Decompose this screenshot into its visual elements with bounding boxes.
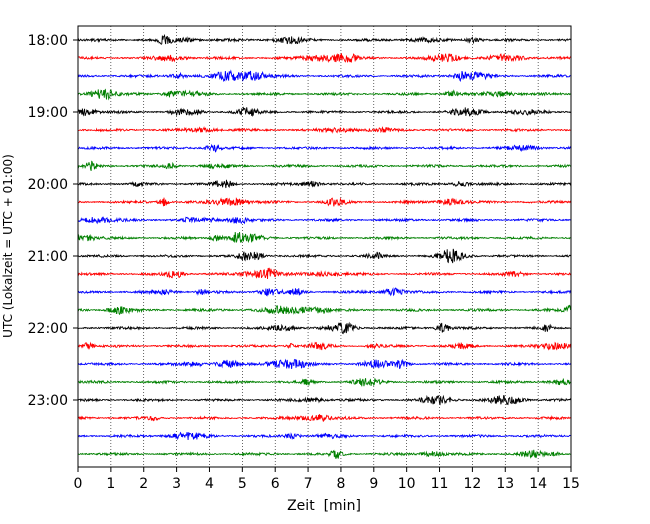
x-tick-label: 0: [74, 476, 83, 492]
trace-2330: [77, 431, 572, 441]
x-tick-label: 15: [562, 476, 580, 492]
trace-1845: [77, 88, 572, 101]
trace-1815: [77, 52, 572, 63]
x-axis-title: Zeit [min]: [287, 498, 361, 514]
x-axis-ticks: 0 1 2 3 4 5 6 7 8 9 10 11 12 13 14 15: [74, 467, 580, 492]
x-tick-label: 10: [398, 476, 416, 492]
trace-1915: [77, 125, 572, 134]
trace-1900: [77, 106, 572, 117]
x-tick-label: 1: [106, 476, 115, 492]
trace-1800: [77, 33, 572, 45]
trace-2130: [77, 287, 572, 297]
x-tick-label: 11: [431, 476, 449, 492]
trace-2045: [77, 231, 572, 244]
x-tick-label: 9: [369, 476, 378, 492]
trace-2200: [77, 321, 572, 335]
x-tick-label: 5: [238, 476, 247, 492]
trace-2145: [77, 304, 572, 316]
trace-2000: [77, 179, 572, 189]
plot-frame: [77, 25, 572, 468]
y-tick-label: 21:00: [28, 249, 68, 265]
trace-1830: [77, 69, 572, 83]
x-tick-label: 3: [172, 476, 181, 492]
y-tick-label: 22:00: [28, 321, 68, 337]
trace-1945: [77, 160, 572, 172]
trace-2215: [77, 341, 572, 351]
y-tick-label: 19:00: [28, 105, 68, 121]
trace-2030: [77, 216, 572, 225]
y-axis-ticks: 18:00 19:00 20:00 21:00 22:00 23:00: [28, 33, 78, 409]
seismogram-traces: [77, 33, 572, 459]
trace-2100: [77, 248, 572, 264]
trace-2015: [77, 197, 572, 207]
trace-2230: [77, 358, 572, 370]
x-tick-label: 2: [139, 476, 148, 492]
y-tick-label: 18:00: [28, 33, 68, 49]
y-tick-label: 23:00: [28, 393, 68, 409]
x-tick-label: 7: [304, 476, 313, 492]
x-tick-label: 4: [205, 476, 214, 492]
trace-2245: [77, 378, 572, 387]
trace-1930: [77, 143, 572, 153]
trace-2345: [77, 449, 572, 459]
trace-2300: [77, 394, 572, 406]
trace-2315: [77, 414, 572, 422]
x-tick-label: 6: [271, 476, 280, 492]
x-tick-label: 13: [496, 476, 514, 492]
x-tick-label: 8: [336, 476, 345, 492]
y-axis-title: UTC (Lokalzeit = UTC + 01:00): [1, 154, 15, 338]
x-tick-label: 14: [529, 476, 547, 492]
y-tick-label: 20:00: [28, 177, 68, 193]
x-tick-label: 12: [463, 476, 481, 492]
trace-2115: [77, 267, 572, 279]
